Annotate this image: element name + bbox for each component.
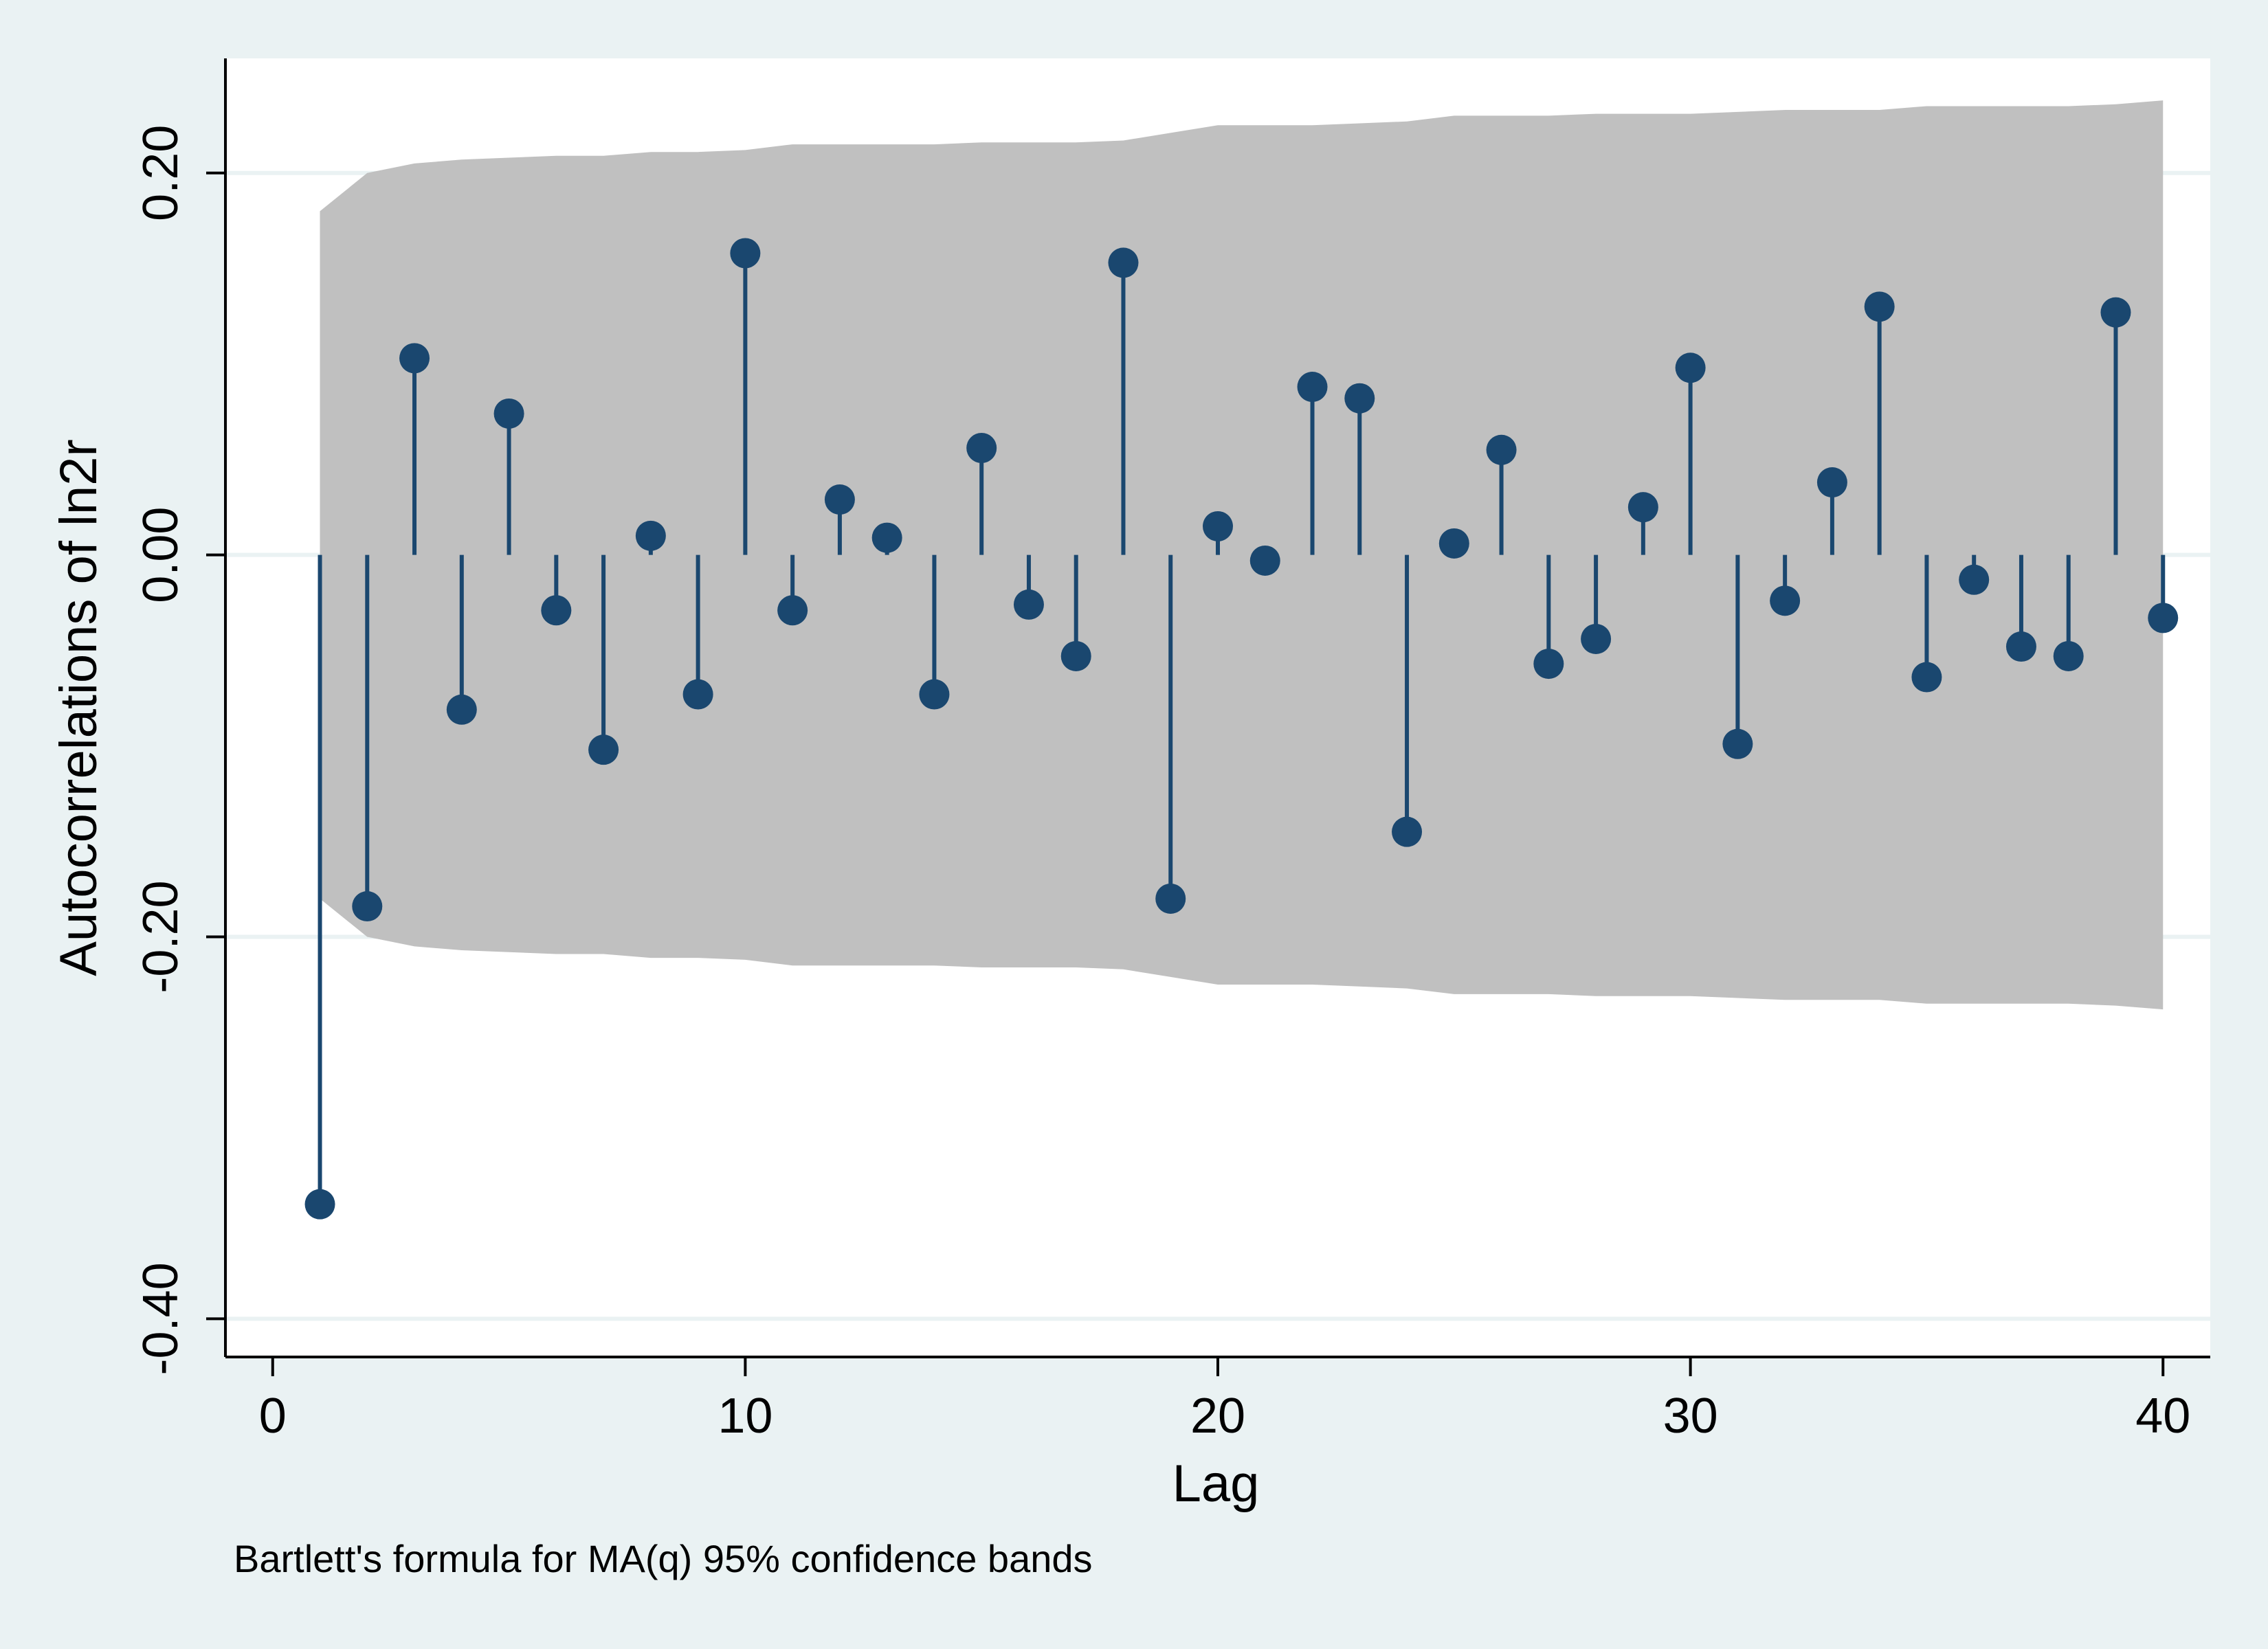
- data-point-lag-24: [1392, 816, 1423, 847]
- data-point-lag-21: [1249, 545, 1280, 576]
- data-point-lag-18: [1108, 247, 1139, 278]
- chart-note: Bartlett's formula for MA(q) 95% confide…: [234, 1537, 1093, 1580]
- data-point-lag-11: [777, 595, 808, 626]
- data-point-lag-39: [2100, 297, 2131, 328]
- data-point-lag-16: [1013, 589, 1044, 620]
- data-point-lag-32: [1770, 585, 1801, 616]
- confidence-band: [320, 100, 2164, 1010]
- data-point-lag-15: [966, 433, 997, 463]
- data-point-lag-23: [1344, 383, 1375, 414]
- data-point-lag-31: [1722, 728, 1753, 759]
- data-point-lag-12: [824, 484, 855, 515]
- data-point-lag-26: [1486, 434, 1517, 465]
- data-point-lag-28: [1581, 623, 1612, 654]
- data-point-lag-38: [2053, 640, 2084, 671]
- x-axis-title: Lag: [1172, 1455, 1260, 1513]
- x-tick-label-4: 40: [2135, 1389, 2190, 1444]
- x-tick-label-2: 20: [1190, 1389, 1245, 1444]
- spike-series: [304, 238, 2179, 1220]
- data-point-lag-3: [399, 343, 430, 374]
- y-tick-label-3: 0.20: [133, 125, 188, 221]
- data-point-lag-13: [871, 522, 902, 553]
- data-point-lag-1: [304, 1189, 335, 1220]
- y-tick-label-2: 0.00: [133, 507, 188, 603]
- data-point-lag-8: [635, 520, 666, 551]
- data-point-lag-6: [541, 595, 572, 626]
- y-axis-ticks: -0.40 -0.20 0.00 0.20: [133, 125, 225, 1375]
- data-point-lag-36: [1959, 564, 1990, 595]
- data-point-lag-4: [446, 694, 477, 725]
- data-point-lag-14: [919, 679, 950, 710]
- data-point-lag-7: [588, 734, 619, 765]
- x-tick-label-0: 0: [259, 1389, 287, 1444]
- data-point-lag-19: [1155, 883, 1186, 914]
- data-point-lag-17: [1060, 640, 1091, 671]
- data-point-lag-5: [493, 398, 524, 429]
- data-point-lag-30: [1675, 352, 1706, 383]
- x-axis-ticks: 0 10 20 30 40: [259, 1357, 2190, 1444]
- data-point-lag-34: [1864, 291, 1895, 322]
- data-point-lag-9: [682, 679, 713, 710]
- x-tick-label-1: 10: [718, 1389, 772, 1444]
- y-tick-label-1: -0.20: [133, 880, 188, 993]
- data-point-lag-35: [1911, 662, 1942, 693]
- data-point-lag-22: [1297, 372, 1328, 403]
- x-tick-label-3: 30: [1663, 1389, 1718, 1444]
- data-point-lag-20: [1203, 511, 1233, 541]
- data-point-lag-40: [2148, 603, 2179, 633]
- data-point-lag-25: [1438, 528, 1469, 559]
- data-point-lag-33: [1816, 467, 1847, 498]
- data-point-lag-10: [730, 238, 761, 269]
- y-axis-title: Autocorrelations of ln2r: [49, 439, 108, 976]
- data-point-lag-2: [352, 891, 383, 922]
- data-point-lag-37: [2005, 631, 2036, 662]
- data-point-lag-29: [1627, 492, 1658, 523]
- data-point-lag-27: [1533, 649, 1564, 680]
- y-tick-label-0: -0.40: [133, 1262, 188, 1375]
